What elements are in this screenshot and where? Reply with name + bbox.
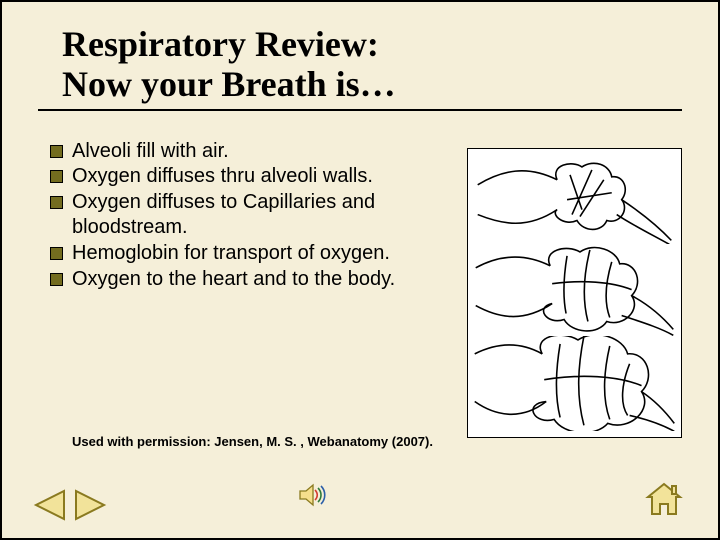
bullet-text: Oxygen to the heart and to the body. bbox=[72, 268, 395, 290]
list-item: Oxygen to the heart and to the body. bbox=[44, 267, 432, 293]
title-block: Respiratory Review: Now your Breath is… bbox=[2, 2, 718, 105]
title-line-1: Respiratory Review: bbox=[62, 24, 379, 64]
alveoli-figure bbox=[467, 148, 682, 438]
next-arrow-icon[interactable] bbox=[72, 488, 110, 522]
prev-arrow-icon[interactable] bbox=[30, 488, 68, 522]
bullet-text: Alveoli fill with air. bbox=[72, 140, 229, 162]
alveoli-panel-1 bbox=[472, 155, 677, 244]
body-content: Alveoli fill with air. Oxygen diffuses t… bbox=[2, 111, 432, 293]
list-item: Alveoli fill with air. bbox=[44, 139, 432, 165]
alveoli-panel-2 bbox=[472, 244, 677, 335]
nav-arrows bbox=[30, 488, 110, 522]
home-icon[interactable] bbox=[644, 481, 684, 522]
bullet-text: Oxygen diffuses thru alveoli walls. bbox=[72, 165, 373, 187]
bullet-text: Hemoglobin for transport of oxygen. bbox=[72, 242, 390, 264]
list-item: Hemoglobin for transport of oxygen. bbox=[44, 241, 432, 267]
list-item: Oxygen diffuses to Capillaries and blood… bbox=[44, 190, 432, 241]
slide: Respiratory Review: Now your Breath is… … bbox=[0, 0, 720, 540]
image-credit: Used with permission: Jensen, M. S. , We… bbox=[72, 434, 433, 449]
slide-title: Respiratory Review: Now your Breath is… bbox=[62, 24, 718, 105]
list-item: Oxygen diffuses thru alveoli walls. bbox=[44, 164, 432, 190]
bullet-text: Oxygen diffuses to Capillaries and blood… bbox=[72, 191, 375, 239]
sound-icon[interactable] bbox=[298, 483, 326, 512]
alveoli-panel-3 bbox=[472, 336, 677, 431]
title-line-2: Now your Breath is… bbox=[62, 64, 396, 104]
bullet-list: Alveoli fill with air. Oxygen diffuses t… bbox=[44, 139, 432, 293]
